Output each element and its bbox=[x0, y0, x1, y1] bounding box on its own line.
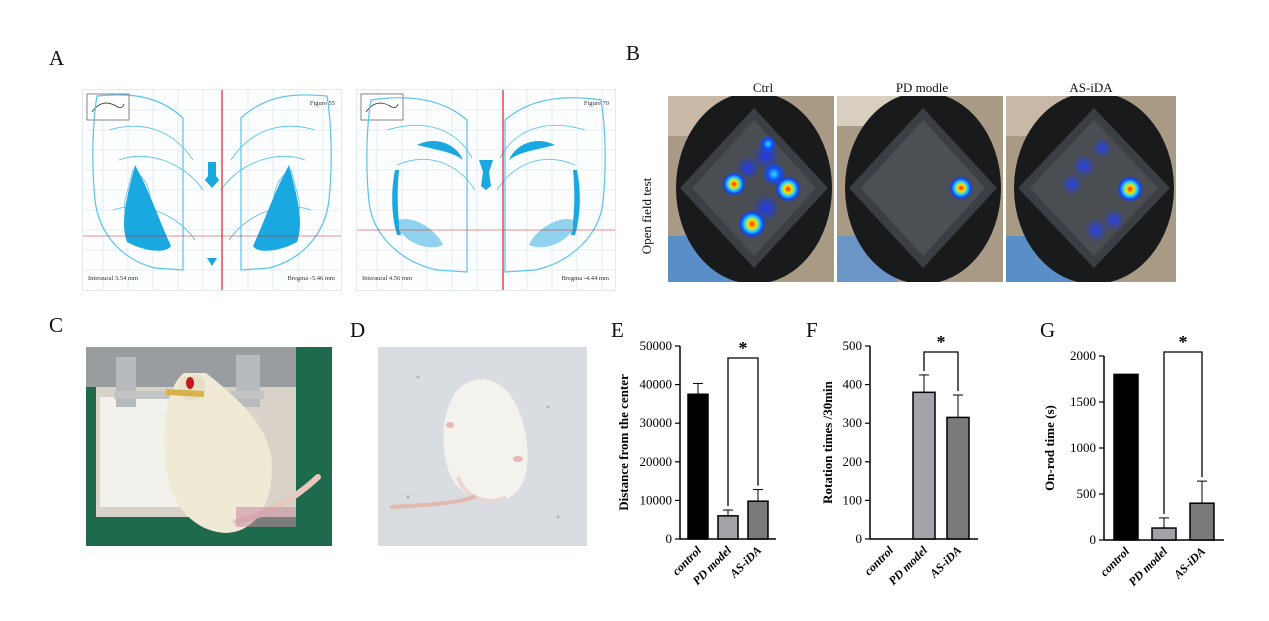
atlas-figure-label-left: Figure 55 bbox=[310, 100, 335, 107]
bar bbox=[747, 500, 769, 540]
open-field-col-pd: PD modle bbox=[895, 80, 949, 95]
bar-chart-on-rod: On-rod time (s) 0 500 1000 1500 2000 controlPD… bbox=[1042, 332, 1224, 589]
y-axis-label: Rotation times /30min bbox=[820, 380, 835, 504]
open-field-image-asida bbox=[1006, 96, 1176, 282]
y-tick-label: 50000 bbox=[640, 338, 673, 353]
category-label: AS-iDA bbox=[926, 543, 964, 581]
y-tick-label: 1500 bbox=[1070, 394, 1096, 409]
significance-star: * bbox=[1179, 332, 1188, 352]
bar bbox=[946, 416, 970, 540]
significance-star: * bbox=[739, 338, 748, 358]
atlas-interaural-left: Interaural 3.54 mm bbox=[88, 275, 138, 282]
atlas-figure-label-right: Figure 70 bbox=[584, 100, 609, 107]
y-tick-label: 500 bbox=[1077, 486, 1097, 501]
y-tick-label: 300 bbox=[843, 415, 863, 430]
atlas-bregma-right: Bregma -4.44 mm bbox=[562, 275, 609, 282]
y-tick-label: 0 bbox=[666, 531, 673, 546]
y-axis-label: On-rod time (s) bbox=[1042, 405, 1057, 491]
bar bbox=[1151, 527, 1177, 541]
y-tick-label: 0 bbox=[1090, 532, 1097, 547]
y-axis-label: Distance from the center bbox=[616, 374, 631, 511]
open-field-image-pd bbox=[837, 96, 1003, 282]
y-tick-label: 400 bbox=[843, 377, 863, 392]
panel-label-b: B bbox=[626, 41, 641, 65]
significance-bracket bbox=[923, 351, 959, 392]
open-field-col-ctrl: Ctrl bbox=[752, 80, 774, 95]
panel-label-a: A bbox=[49, 46, 65, 70]
significance-bracket bbox=[727, 357, 759, 507]
atlas-section-left: Figure 55 Interaural 3.54 mm Bregma -5.4… bbox=[82, 89, 342, 291]
category-label: AS-iDA bbox=[1170, 544, 1208, 582]
bar bbox=[717, 515, 739, 540]
significance-star: * bbox=[937, 332, 946, 352]
open-field-col-asida: AS-iDA bbox=[1069, 80, 1113, 95]
y-tick-label: 100 bbox=[843, 492, 863, 507]
category-label: control bbox=[1097, 544, 1132, 579]
y-tick-label: 200 bbox=[843, 454, 863, 469]
atlas-drawing-left: Figure 55 Interaural 3.54 mm Bregma -5.4… bbox=[83, 90, 341, 290]
y-tick-label: 0 bbox=[856, 531, 863, 546]
panel-label-g: G bbox=[1040, 318, 1056, 342]
open-field-row-label: Open field test bbox=[639, 177, 654, 255]
y-tick-label: 40000 bbox=[640, 377, 673, 392]
atlas-drawing-right: Figure 70 Interaural 4.56 mm Bregma -4.4… bbox=[357, 90, 615, 290]
atlas-interaural-right: Interaural 4.56 mm bbox=[362, 275, 412, 282]
panel-label-c: C bbox=[49, 313, 64, 337]
bar-chart-distance: Distance from the center 0 10000 20000 30000… bbox=[616, 338, 776, 588]
atlas-section-right: Figure 70 Interaural 4.56 mm Bregma -4.4… bbox=[356, 89, 616, 291]
open-field-row-label-wrap: Open field test bbox=[637, 148, 657, 288]
y-tick-label: 500 bbox=[843, 338, 863, 353]
significance-bracket bbox=[1163, 351, 1203, 514]
open-field-image-ctrl bbox=[668, 96, 834, 282]
rat-posture-photo bbox=[378, 347, 587, 546]
bar bbox=[912, 391, 936, 540]
category-label: PD model bbox=[1126, 544, 1171, 589]
category-label: AS-iDA bbox=[726, 543, 764, 581]
panel-label-d: D bbox=[350, 318, 366, 342]
bar bbox=[687, 393, 709, 540]
atlas-bregma-left: Bregma -5.46 mm bbox=[288, 275, 335, 282]
y-tick-label: 10000 bbox=[640, 492, 673, 507]
panel-label-f: F bbox=[806, 318, 818, 342]
y-tick-label: 30000 bbox=[640, 415, 673, 430]
panel-label-e: E bbox=[611, 318, 624, 342]
bar bbox=[1189, 502, 1215, 541]
y-tick-label: 20000 bbox=[640, 454, 673, 469]
bar bbox=[1113, 373, 1139, 541]
stereotaxic-rat-photo bbox=[86, 347, 332, 546]
y-tick-label: 2000 bbox=[1070, 348, 1096, 363]
y-tick-label: 1000 bbox=[1070, 440, 1096, 455]
bar-chart-rotation: Rotation times /30min0100200300400500con… bbox=[820, 332, 978, 588]
